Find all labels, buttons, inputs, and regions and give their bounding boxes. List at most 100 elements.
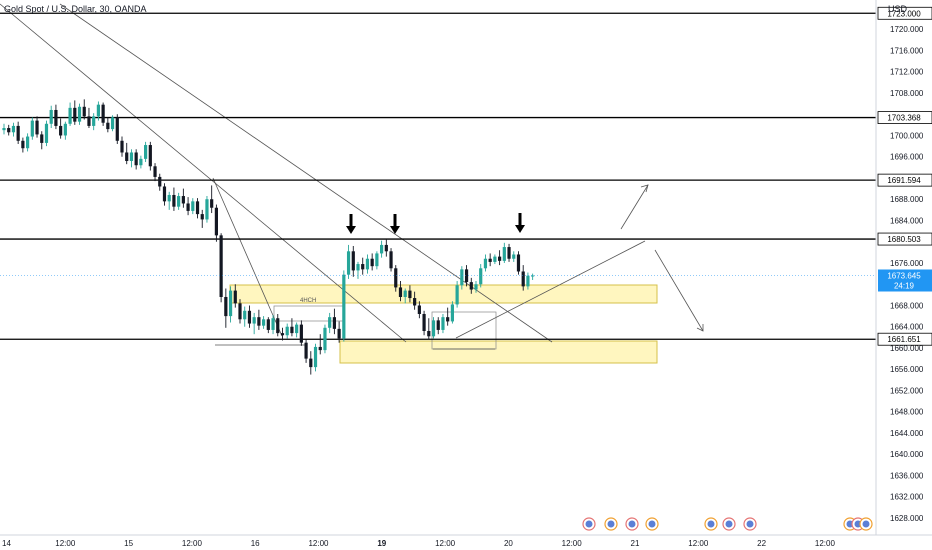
candle — [521, 265, 525, 291]
trendline-long[interactable] — [0, 3, 407, 343]
candle — [299, 320, 303, 346]
candle — [139, 155, 143, 169]
event-flag-icon[interactable] — [859, 517, 873, 531]
candle-body — [92, 116, 96, 126]
candle-body — [474, 284, 478, 290]
candle — [464, 265, 469, 287]
price-tick-label: 1716.000 — [890, 46, 924, 55]
event-flag-icon[interactable] — [722, 517, 736, 531]
candle-body — [191, 201, 195, 211]
time-tick-label: 16 — [251, 539, 260, 548]
candle-body — [2, 128, 6, 131]
candle — [210, 185, 214, 214]
candle — [16, 121, 20, 144]
demand-zone-lower[interactable] — [339, 340, 658, 364]
candle-body — [464, 269, 469, 283]
event-flag-icon[interactable] — [604, 517, 618, 531]
candle — [238, 299, 242, 324]
horizontal-levels — [0, 12, 876, 340]
candle-body — [441, 317, 445, 330]
candle — [313, 343, 318, 372]
demand-zone-upper[interactable] — [229, 284, 658, 304]
candle-body — [139, 158, 143, 166]
candle — [498, 250, 502, 266]
candle-body — [115, 117, 119, 141]
candle — [295, 322, 299, 338]
candle-body — [479, 268, 483, 285]
candle-body — [290, 326, 294, 334]
candle — [252, 312, 256, 335]
price-tick-label: 1632.000 — [890, 493, 924, 502]
level-price-badge — [877, 111, 932, 124]
price-axis-ticks: 1720.000 1716.000 1712.000 1708.000 1700.000… — [890, 25, 924, 523]
candlesticks — [2, 99, 535, 375]
candle-body — [134, 152, 138, 166]
candle — [285, 323, 289, 339]
price-tick-label: 1720.000 — [890, 25, 924, 34]
price-axis[interactable] — [875, 0, 932, 535]
candle-body — [512, 254, 516, 259]
candle — [110, 115, 115, 132]
candle-body — [44, 123, 49, 143]
price-tick-label: 1712.000 — [890, 68, 924, 77]
candle — [96, 101, 100, 121]
candle-body — [238, 303, 242, 320]
candle-body — [54, 109, 58, 126]
candle-body — [110, 117, 115, 130]
candle — [323, 324, 327, 354]
candle-body — [417, 305, 421, 314]
time-axis[interactable] — [0, 534, 932, 550]
projection-up-arrow[interactable] — [620, 184, 649, 230]
price-tick-label: 1636.000 — [890, 471, 924, 480]
event-flag-icon[interactable] — [582, 517, 596, 531]
candle — [191, 198, 195, 215]
candle-body — [299, 324, 303, 343]
candle — [54, 104, 58, 130]
time-tick-label: 14 — [2, 539, 11, 548]
candle — [247, 305, 252, 328]
candle-body — [106, 122, 110, 130]
arrow-markers — [346, 213, 525, 234]
event-flag-icon[interactable] — [743, 517, 757, 531]
candle-body — [460, 269, 464, 286]
trendline-short-left[interactable] — [212, 177, 283, 337]
candle — [68, 102, 72, 126]
candle — [276, 313, 280, 337]
time-axis-labels: 14 12:00 15 12:00 16 12:00 19 12:00 20 12:00 21 12:… — [2, 539, 835, 548]
candle-body — [214, 207, 218, 236]
candle — [63, 121, 67, 140]
candle — [228, 286, 233, 323]
candle-body — [380, 244, 384, 254]
event-flag-icon[interactable] — [625, 517, 639, 531]
projection-down-arrow[interactable] — [654, 249, 704, 332]
level-price-label: 1723.000 — [887, 9, 921, 18]
time-tick-label: 12:00 — [435, 539, 456, 548]
candle — [101, 102, 105, 126]
trendline-ascending[interactable] — [455, 240, 646, 339]
time-tick-label: 12:00 — [562, 539, 583, 548]
candle-body — [323, 327, 327, 351]
event-flag-icon[interactable] — [645, 517, 659, 531]
candle-body — [7, 128, 11, 133]
countdown-timer: 24:19 — [894, 281, 915, 290]
candle-body — [252, 317, 256, 324]
event-flag-icon[interactable] — [704, 517, 718, 531]
candle-body — [87, 116, 91, 126]
level-price-label: 1680.503 — [887, 235, 921, 244]
candle — [271, 315, 275, 335]
candle — [106, 117, 110, 133]
candle — [417, 301, 421, 319]
candle-body — [101, 104, 105, 123]
candle — [87, 107, 91, 129]
candle-body — [493, 256, 497, 262]
candle — [134, 149, 138, 170]
currency-label[interactable]: USD — [888, 4, 908, 14]
candle-body — [403, 290, 407, 297]
chart-title[interactable]: Gold Spot / U.S. Dollar, 30, OANDA — [4, 4, 147, 14]
time-tick-label: 21 — [631, 539, 640, 548]
candle-body — [120, 140, 124, 153]
candle-body — [422, 313, 426, 331]
level-price-badge — [877, 232, 932, 246]
